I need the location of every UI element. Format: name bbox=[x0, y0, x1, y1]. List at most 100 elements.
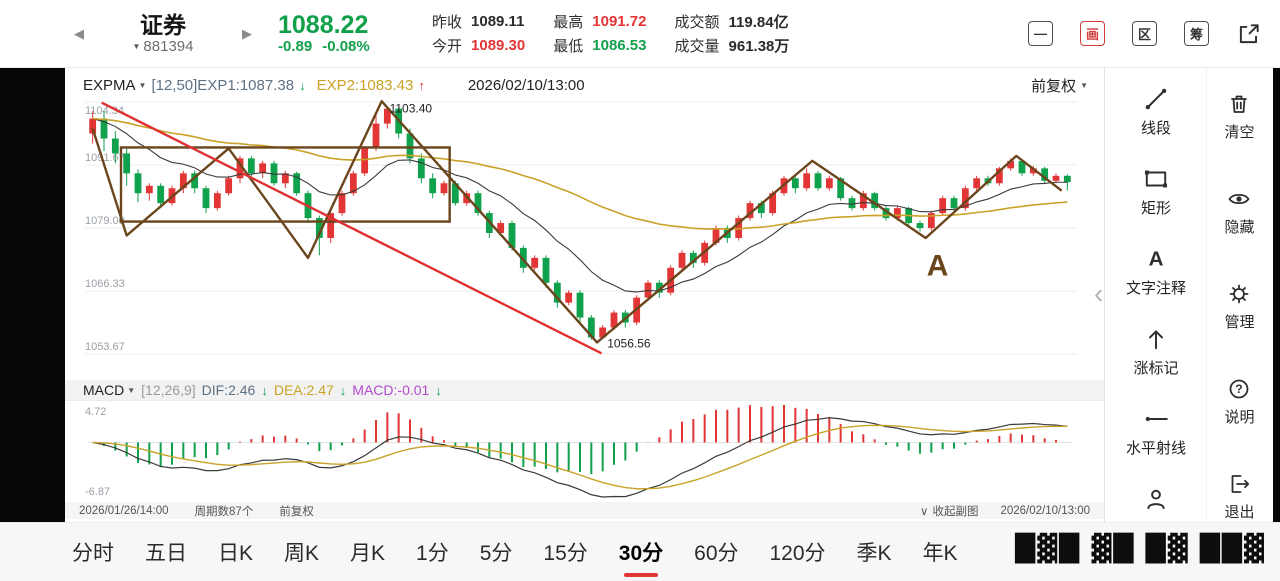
down-arrow-icon: ↓ bbox=[339, 382, 347, 398]
draw-mode-button[interactable]: 画 bbox=[1080, 21, 1105, 46]
svg-text:-6.87: -6.87 bbox=[85, 486, 110, 498]
region-button[interactable]: 区 bbox=[1132, 21, 1157, 46]
tool-person[interactable] bbox=[1143, 486, 1169, 517]
stat-volume: 成交量 961.38万 bbox=[674, 38, 790, 55]
tab-5min[interactable]: 5分 bbox=[479, 542, 513, 565]
tool-rectangle[interactable]: 矩形 bbox=[1141, 166, 1171, 218]
candlestick-chart[interactable]: 1104.341091.671079.001066.331053.671103.… bbox=[65, 96, 1105, 368]
minimize-panel-button[interactable]: — bbox=[1028, 21, 1053, 46]
menu-hide[interactable]: 隐藏 bbox=[1224, 187, 1255, 237]
tab-wuri[interactable]: 五日 bbox=[145, 542, 187, 565]
tab-15min[interactable]: 15分 bbox=[543, 542, 588, 565]
period-tabbar: 分时 五日 日K 周K 月K 1分 5分 15分 30分 60分 120分 季K… bbox=[0, 522, 1280, 581]
change-percent: -0.08% bbox=[322, 38, 370, 55]
svg-text:1103.40: 1103.40 bbox=[390, 102, 433, 116]
next-stock-arrow-icon[interactable]: ▶ bbox=[242, 25, 252, 41]
indicator-header: EXPMA ▼ [12,50]EXP1:1087.38 ↓ EXP2:1083.… bbox=[83, 74, 1088, 96]
stock-name: 证券 bbox=[140, 11, 186, 38]
tab-nian-k[interactable]: 年K bbox=[922, 542, 958, 565]
down-arrow-icon: ↓ bbox=[261, 382, 268, 398]
adjust-mode-label: 前复权 bbox=[279, 505, 314, 518]
stat-open: 今开 1089.30 bbox=[432, 37, 526, 55]
line-segment-icon bbox=[1145, 88, 1167, 110]
price-block: 1088.22 -0.89 -0.08% bbox=[278, 12, 406, 55]
tab-ri-k[interactable]: 日K bbox=[218, 542, 254, 565]
tab-30min[interactable]: 30分 bbox=[619, 537, 663, 567]
stat-low: 最低 1086.53 bbox=[553, 37, 647, 55]
tab-yue-k[interactable]: 月K bbox=[350, 542, 386, 565]
tab-120min[interactable]: 120分 bbox=[769, 542, 826, 565]
exp2-value: EXP2:1083.43 bbox=[316, 76, 414, 94]
gear-icon bbox=[1230, 284, 1249, 304]
stock-code-row: ▼ 881394 bbox=[88, 38, 238, 55]
left-letterbox bbox=[0, 68, 65, 522]
down-arrow-icon: ↓ bbox=[435, 382, 442, 398]
svg-text:1053.67: 1053.67 bbox=[85, 341, 125, 353]
collapse-subchart-button[interactable]: ∨ 收起副图 bbox=[920, 505, 979, 518]
macd-chart[interactable]: 4.72 -6.87 bbox=[65, 400, 1105, 501]
trash-icon bbox=[1231, 95, 1248, 113]
chip-distribution-button[interactable]: 筹 bbox=[1184, 21, 1209, 46]
price-change: -0.89 -0.08% bbox=[278, 38, 406, 55]
topbar-icon-buttons: — 画 区 筹 bbox=[1028, 21, 1262, 47]
corrupted-watermark: █▓█ ▓█ █▓ ██▓ bbox=[1015, 534, 1266, 564]
chevron-down-icon: ▼ bbox=[132, 41, 141, 51]
macd-params: [12,26,9] bbox=[141, 382, 196, 398]
exp1-value: [12,50]EXP1:1087.38 bbox=[151, 76, 295, 94]
chevron-down-icon: ▼ bbox=[127, 385, 136, 395]
tab-fenshi[interactable]: 分时 bbox=[72, 542, 114, 565]
stat-turnover: 成交额 119.84亿 bbox=[674, 14, 789, 31]
exit-icon bbox=[1232, 475, 1250, 493]
svg-text:1091.67: 1091.67 bbox=[85, 152, 125, 164]
svg-text:1066.33: 1066.33 bbox=[85, 278, 125, 290]
tool-horizontal-ray[interactable]: 水平射线 bbox=[1126, 406, 1186, 458]
macd-indicator-selector[interactable]: MACD ▼ bbox=[83, 382, 136, 398]
svg-text:A: A bbox=[927, 249, 949, 282]
stat-high: 最高 1091.72 bbox=[553, 13, 647, 31]
right-letterbox bbox=[1273, 68, 1280, 522]
stock-title-block[interactable]: 证券 ▼ 881394 bbox=[88, 11, 238, 55]
chart-footer: 2026/01/26/14:00 周期数87个 前复权 ∨ 收起副图 2026/… bbox=[65, 502, 1104, 519]
tool-up-mark[interactable]: 涨标记 bbox=[1133, 326, 1179, 378]
dea-value: DEA:2.47 bbox=[273, 382, 334, 398]
menu-exit[interactable]: 退出 bbox=[1224, 472, 1255, 522]
crosshair-datetime: 2026/02/10/13:00 bbox=[467, 76, 585, 94]
tab-zhou-k[interactable]: 周K bbox=[284, 542, 320, 565]
indicator-selector[interactable]: EXPMA ▼ bbox=[83, 76, 147, 94]
topbar: ◀ 证券 ▼ 881394 ▶ 1088.22 -0.89 -0.08% 昨收 1… bbox=[0, 0, 1280, 68]
chevron-down-icon: ∨ bbox=[920, 505, 929, 518]
eye-icon bbox=[1229, 193, 1250, 205]
horizontal-ray-icon bbox=[1145, 416, 1168, 422]
menu-clear[interactable]: 清空 bbox=[1224, 92, 1255, 142]
last-price: 1088.22 bbox=[278, 11, 369, 39]
menu-manage[interactable]: 管理 bbox=[1224, 282, 1255, 332]
tab-60min[interactable]: 60分 bbox=[694, 542, 739, 565]
svg-text:1079.00: 1079.00 bbox=[85, 215, 125, 227]
change-value: -0.89 bbox=[278, 38, 313, 55]
stock-code: 881394 bbox=[143, 37, 194, 55]
svg-text:A: A bbox=[1149, 248, 1164, 271]
quote-stats: 昨收 1089.11 今开 1089.30 最高 1091.72 最低 1086.53 … bbox=[432, 10, 789, 57]
tab-1min[interactable]: 1分 bbox=[416, 542, 449, 565]
svg-text:?: ? bbox=[1236, 382, 1243, 396]
drawing-tools-panel: 线段 矩形 A 文字注释 涨标记 水平射线 bbox=[1106, 68, 1206, 522]
tab-ji-k[interactable]: 季K bbox=[856, 542, 892, 565]
person-icon bbox=[1147, 489, 1165, 510]
prev-stock-arrow-icon[interactable]: ◀ bbox=[74, 25, 84, 41]
up-arrow-icon bbox=[1149, 330, 1163, 350]
adjust-mode-dropdown[interactable]: 前复权 ▼ bbox=[1031, 77, 1088, 95]
collapse-toolbar-chevron-icon[interactable]: ‹ bbox=[1094, 278, 1104, 309]
dif-value: DIF:2.46 bbox=[201, 382, 256, 398]
question-icon: ? bbox=[1230, 379, 1249, 399]
macd-value: MACD:-0.01 bbox=[352, 382, 430, 398]
range-start-datetime: 2026/01/26/14:00 bbox=[79, 504, 169, 517]
period-count: 周期数87个 bbox=[194, 505, 254, 518]
chevron-down-icon: ▼ bbox=[138, 80, 147, 90]
down-arrow-icon: ↓ bbox=[299, 77, 306, 93]
svg-text:4.72: 4.72 bbox=[85, 406, 106, 418]
share-icon[interactable] bbox=[1236, 21, 1262, 47]
menu-help[interactable]: ? 说明 bbox=[1224, 377, 1255, 427]
tool-text-annotation[interactable]: A 文字注释 bbox=[1125, 247, 1186, 298]
tool-line-segment[interactable]: 线段 bbox=[1141, 86, 1171, 138]
